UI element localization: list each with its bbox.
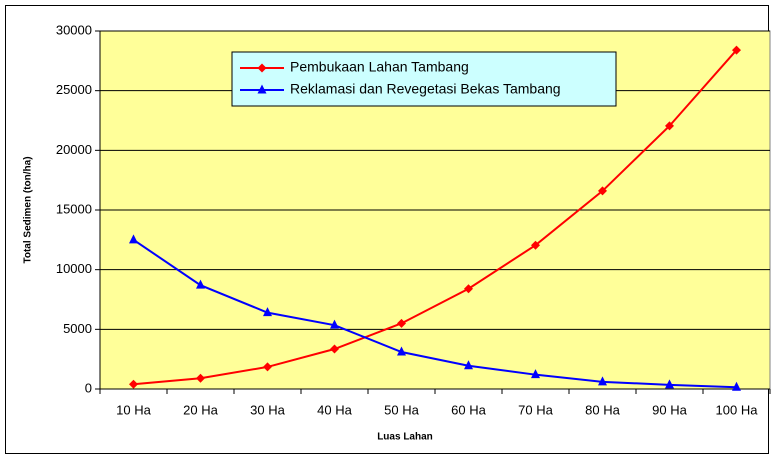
x-tick-label: 10 Ha (116, 402, 151, 417)
y-tick-label: 15000 (56, 201, 92, 216)
y-tick-label: 30000 (56, 22, 92, 37)
marker (196, 279, 205, 289)
y-tick-label: 10000 (56, 261, 92, 276)
legend-marker (257, 63, 267, 73)
marker (464, 360, 473, 370)
y-tick-label: 5000 (63, 321, 92, 336)
legend-label: Reklamasi dan Revegetasi Bekas Tambang (290, 81, 561, 97)
x-tick-label: 30 Ha (250, 402, 285, 417)
x-tick-label: 20 Ha (183, 402, 218, 417)
legend-box (231, 51, 617, 107)
marker (129, 234, 138, 244)
marker (330, 344, 339, 354)
legend-label: Pembukaan Lahan Tambang (290, 59, 469, 75)
series-line (132, 239, 737, 389)
legend-marker (257, 84, 267, 94)
marker (129, 379, 138, 389)
marker (665, 121, 674, 131)
marker (665, 379, 674, 389)
x-tick-label: 100 Ha (716, 402, 759, 417)
series-line (133, 49, 738, 386)
x-tick-label: 80 Ha (585, 402, 620, 417)
marker (196, 373, 205, 383)
x-tick-label: 70 Ha (518, 402, 553, 417)
marker (330, 319, 339, 329)
marker (263, 362, 272, 372)
marker (598, 376, 607, 386)
marker (397, 346, 406, 356)
x-tick-label: 40 Ha (317, 402, 352, 417)
y-tick-label: 0 (85, 380, 92, 395)
marker (732, 381, 741, 391)
marker (732, 45, 741, 55)
marker (464, 284, 473, 294)
marker (531, 369, 540, 379)
marker (263, 307, 272, 317)
y-tick-label: 25000 (56, 82, 92, 97)
marker (598, 186, 607, 196)
marker (531, 240, 540, 250)
x-axis-label: Luas Lahan (377, 432, 433, 443)
x-tick-label: 50 Ha (384, 402, 419, 417)
y-tick-label: 20000 (56, 142, 92, 157)
marker (397, 318, 406, 328)
x-tick-label: 90 Ha (652, 402, 687, 417)
y-axis-label: Total Sedimen (ton/ha) (23, 156, 34, 263)
x-tick-label: 60 Ha (451, 402, 486, 417)
